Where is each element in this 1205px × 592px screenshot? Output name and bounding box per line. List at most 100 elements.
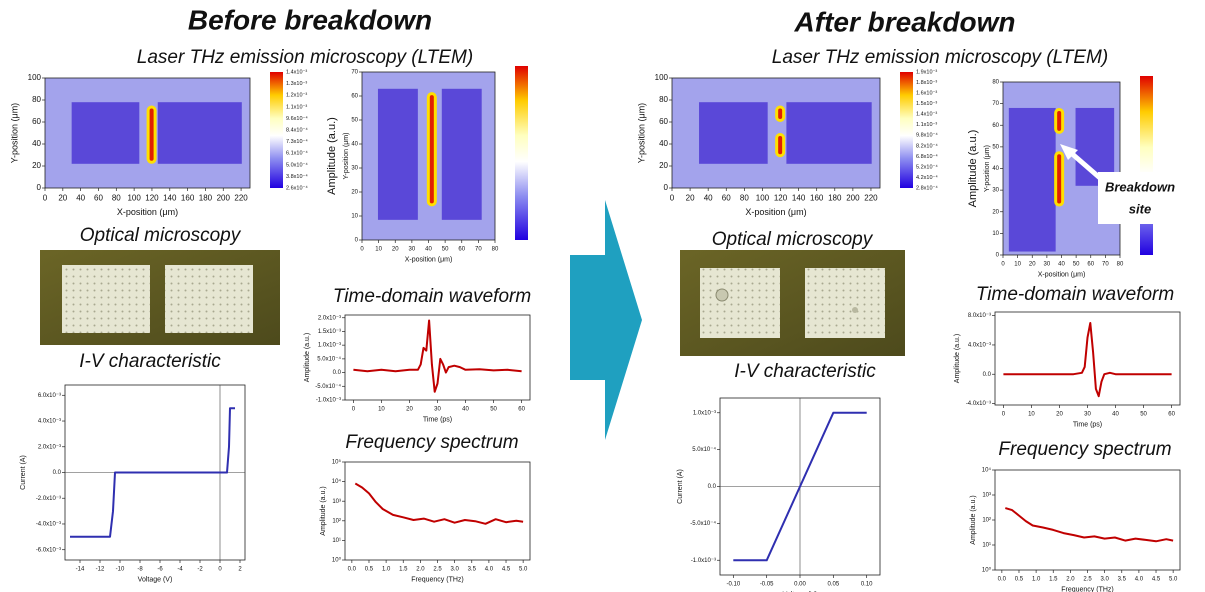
y-tick-label: 4.0x10⁻³	[38, 419, 61, 425]
annotation: site	[1129, 201, 1151, 216]
y-tick-label: 80	[992, 80, 999, 86]
y-tick-label: 0	[996, 253, 1000, 259]
y-tick-label: 5.0x10⁻⁴	[692, 446, 716, 453]
x-tick-label: 40	[704, 194, 713, 203]
y-tick-label: 0	[664, 183, 669, 192]
plot-frame	[994, 469, 1181, 571]
x-tick-label: 0	[1001, 261, 1005, 267]
x-tick-label: 40	[76, 194, 85, 203]
y-tick-label: 0.0	[53, 470, 62, 476]
optical-image	[40, 250, 280, 345]
annotation-box	[1098, 172, 1182, 224]
x-tick-label: 1.0	[1032, 576, 1041, 582]
x-tick-label: -2	[197, 566, 203, 572]
x-tick-label: 2.0	[416, 566, 425, 572]
x-tick-label: 40	[425, 246, 432, 252]
x-tick-label: 3.5	[1118, 576, 1127, 582]
x-tick-label: 0.5	[365, 566, 374, 572]
plot-frame	[994, 311, 1181, 406]
x-tick-label: 60	[722, 194, 731, 203]
x-tick-label: 20	[406, 406, 413, 412]
x-tick-label: 80	[112, 194, 121, 203]
y-tick-label: 100	[28, 73, 42, 82]
x-axis-label: X-position (μm)	[405, 256, 453, 263]
colorbar-label: 1.2x10⁻³	[286, 93, 307, 99]
x-tick-label: 100	[127, 194, 141, 203]
data-line	[1005, 507, 1174, 543]
x-tick-label: 80	[1117, 261, 1124, 267]
data-line	[733, 411, 867, 562]
colorbar	[1140, 76, 1153, 255]
x-tick-label: -0.10	[726, 581, 740, 587]
x-tick-label: 200	[846, 194, 860, 203]
x-tick-label: 160	[810, 194, 824, 203]
x-tick-label: 40	[462, 406, 469, 412]
y-tick-label: 50	[992, 144, 999, 150]
heatmap-pad	[1008, 107, 1056, 252]
y-axis-label: Current (A)	[20, 455, 27, 490]
y-tick-label: 60	[32, 117, 41, 126]
colorbar-label: 8.2x10⁻⁴	[916, 142, 938, 149]
x-tick-label: 120	[145, 194, 159, 203]
y-tick-label: -5.0x10⁻⁴	[315, 383, 341, 390]
x-tick-label: 20	[1056, 411, 1063, 417]
annotation: Breakdown	[1105, 179, 1175, 194]
plot-frame	[344, 461, 531, 561]
x-tick-label: 3.0	[450, 566, 459, 572]
y-tick-label: -1.0x10⁻³	[691, 558, 716, 564]
y-tick-label: 0	[355, 238, 359, 244]
y-tick-label: 70	[992, 101, 999, 107]
x-tick-label: 30	[1044, 261, 1051, 267]
heatmap-pad	[786, 102, 872, 164]
y-tick-label: 10	[992, 231, 999, 237]
heatmap-pad	[441, 88, 482, 220]
x-tick-label: 5.0	[519, 566, 528, 572]
y-axis-label: Y-position (μm)	[636, 103, 646, 163]
x-tick-label: 3.5	[468, 566, 477, 572]
x-tick-label: 40	[1058, 261, 1065, 267]
hot-spot-core	[1057, 110, 1062, 131]
data-line	[1003, 322, 1172, 398]
y-tick-label: 0.0	[708, 484, 717, 490]
y-tick-label: -6.0x10⁻³	[36, 547, 61, 553]
x-axis-label: X-position (μm)	[117, 207, 178, 217]
y-tick-label: 1.0x10⁻³	[318, 343, 341, 349]
section-title: I-V characteristic	[734, 361, 876, 382]
y-axis-label: Current (A)	[677, 469, 684, 504]
x-tick-label: 50	[1140, 411, 1147, 417]
x-tick-label: -8	[137, 566, 143, 572]
x-tick-label: 4.0	[1135, 576, 1144, 582]
colorbar-label: 1.1x10⁻³	[916, 122, 937, 128]
colorbar-label: 1.1x10⁻³	[286, 104, 307, 110]
x-tick-label: 140	[163, 194, 177, 203]
plot-frame	[671, 77, 881, 189]
x-tick-label: 5.0	[1169, 576, 1178, 582]
y-tick-label: 10	[351, 214, 358, 220]
colorbar	[900, 72, 913, 188]
y-tick-label: 0.0	[983, 372, 992, 378]
y-axis-label: Amplitude (a.u.)	[320, 486, 327, 535]
data-line	[354, 482, 524, 525]
y-tick-label: 0.0	[333, 370, 342, 376]
x-tick-label: 1.0	[382, 566, 391, 572]
y-tick-label: 10⁰	[332, 557, 342, 564]
x-tick-label: 30	[1084, 411, 1091, 417]
heatmap-pad	[71, 102, 140, 164]
y-tick-label: 80	[32, 95, 41, 104]
section-title: Optical microscopy	[80, 225, 242, 246]
hot-spot-core	[778, 108, 783, 119]
colorbar-label: 5.2x10⁻⁴	[916, 163, 938, 170]
section-title: Frequency spectrum	[345, 432, 518, 453]
y-axis-label: Y-position (μm)	[984, 145, 991, 192]
colorbar-label: 1.8x10⁻³	[916, 80, 937, 86]
y-tick-label: 10¹	[332, 538, 341, 544]
y-tick-label: 10⁴	[982, 467, 992, 474]
x-tick-label: 80	[492, 246, 499, 252]
y-tick-label: 50	[351, 118, 358, 124]
heading: After breakdown	[794, 6, 1016, 37]
x-tick-label: 10	[375, 246, 382, 252]
y-axis-label: Y-position (μm)	[9, 103, 19, 163]
colorbar-label: 1.9x10⁻³	[916, 69, 937, 75]
x-tick-label: 60	[518, 406, 525, 412]
